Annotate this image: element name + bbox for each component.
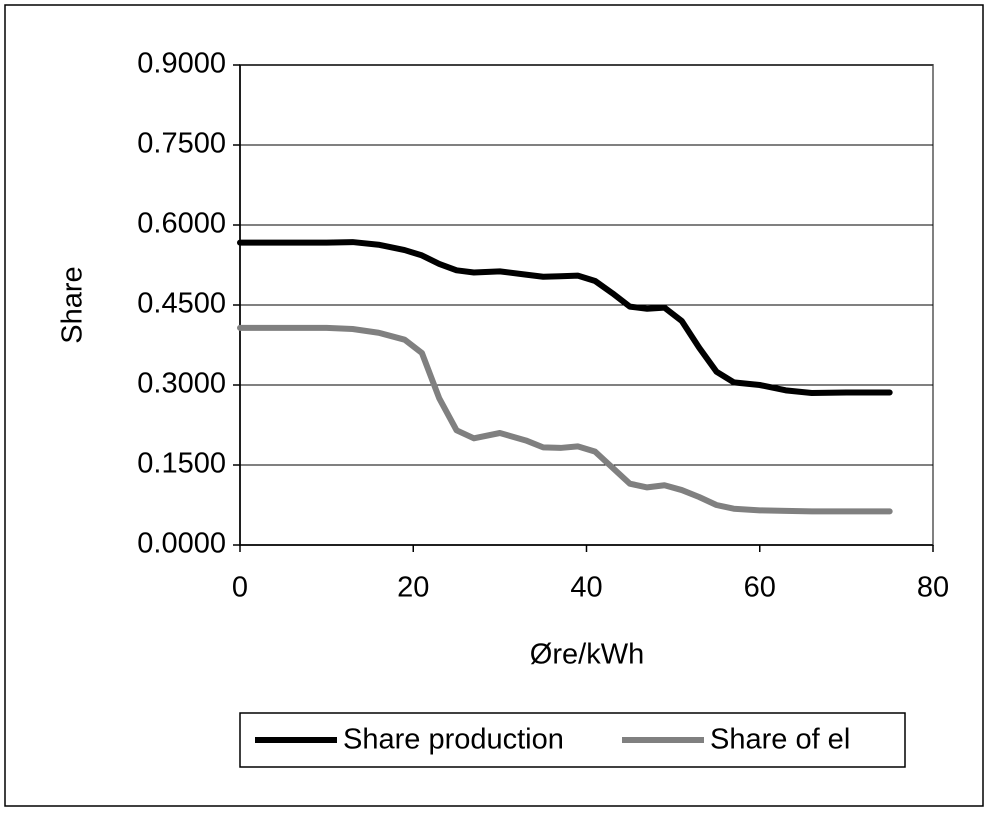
data-line [237, 239, 893, 396]
legend-label: Share of el [710, 724, 850, 756]
y-axis-label: Share [57, 266, 89, 343]
x-tick-label: 40 [570, 572, 602, 604]
y-tick-label: 0.6000 [137, 208, 226, 240]
x-tick-label: 80 [917, 572, 949, 604]
y-tick-label: 0.0000 [137, 528, 226, 560]
x-axis-label: Øre/kWh [530, 639, 644, 671]
legend-label: Share production [343, 724, 564, 756]
y-tick-label: 0.1500 [137, 448, 226, 480]
x-tick-label: 0 [232, 572, 248, 604]
x-tick-label: 20 [397, 572, 429, 604]
y-tick-label: 0.4500 [137, 288, 226, 320]
chart-frame [4, 4, 984, 807]
y-tick-label: 0.3000 [137, 368, 226, 400]
data-line [237, 324, 893, 515]
y-tick-label: 0.7500 [137, 128, 226, 160]
x-tick-label: 60 [744, 572, 776, 604]
legend-box [239, 712, 906, 768]
y-tick-label: 0.9000 [137, 48, 226, 80]
